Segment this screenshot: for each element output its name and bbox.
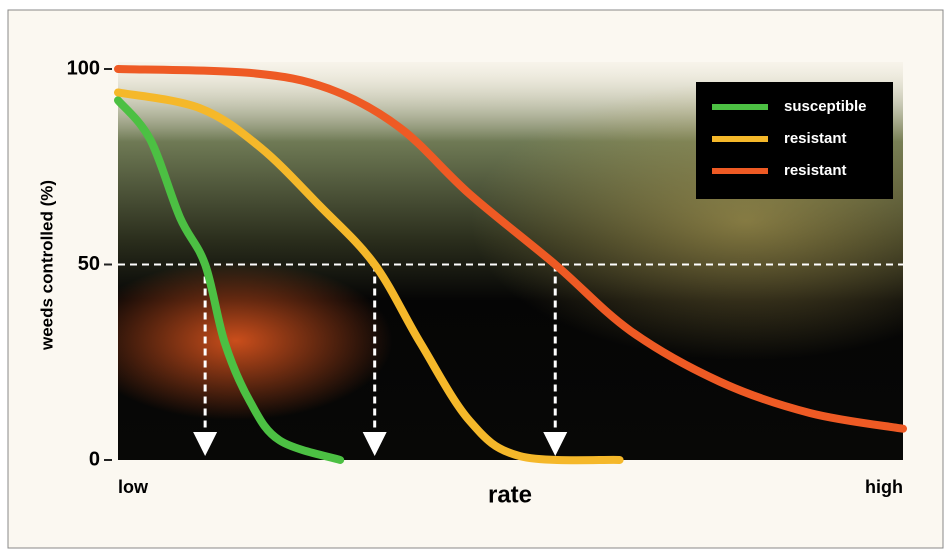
arrow-head: [543, 432, 568, 456]
x-tick-label: low: [118, 477, 149, 497]
y-tick-label: 100: [67, 57, 100, 79]
arrow-head: [362, 432, 387, 456]
series-line: [114, 96, 345, 464]
series-line: [114, 65, 907, 433]
legend-label: resistant: [784, 130, 847, 147]
x-tick-label: high: [865, 477, 903, 497]
legend-label: resistant: [784, 162, 847, 179]
y-tick-label: 50: [78, 253, 100, 275]
arrow-head: [193, 432, 218, 456]
y-axis-label: weeds controlled (%): [37, 180, 56, 351]
y-tick-label: 0: [89, 448, 100, 470]
x-axis-label: rate: [488, 481, 532, 508]
legend-label: susceptible: [784, 98, 867, 115]
series-line: [114, 88, 624, 465]
